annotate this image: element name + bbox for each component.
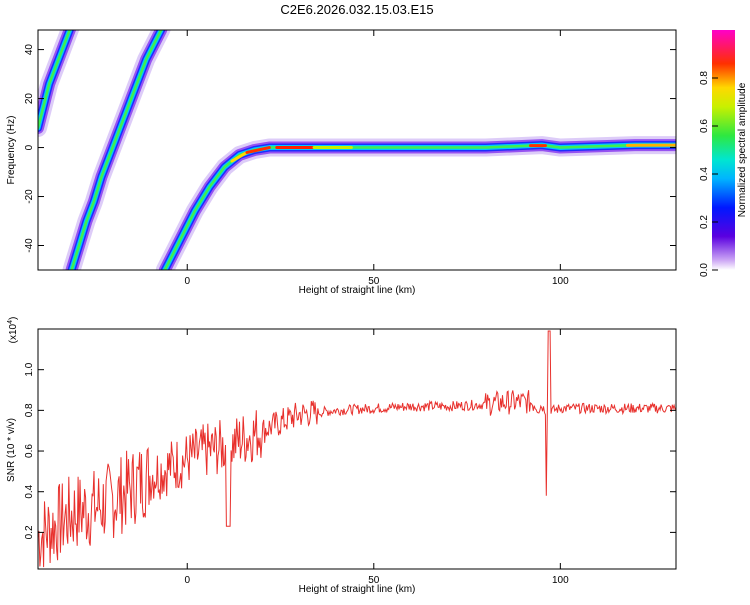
- snr-ytick-label: 0.2: [24, 525, 35, 539]
- snr-xtick-label: 100: [552, 575, 569, 586]
- spectrogram-ytick-label: -20: [24, 189, 35, 204]
- ridge-2-band-0: [165, 145, 676, 270]
- colorbar-tick-label: 0.0: [699, 263, 710, 277]
- colorbar-tick-label: 0.4: [699, 167, 710, 181]
- colorbar-tick-label: 0.2: [699, 215, 710, 229]
- spectrogram-ridges: [38, 20, 676, 270]
- snr-ytick-label: 1.0: [24, 362, 35, 376]
- colorbar: [712, 30, 735, 270]
- snr-multiplier-base: (x10: [8, 323, 19, 343]
- spectrogram-xtick-label: 0: [184, 276, 190, 287]
- snr-series: [38, 331, 676, 567]
- snr-xtick-label: 0: [184, 575, 190, 586]
- snr-ytick-label: 0.4: [24, 484, 35, 498]
- figure-title: C2E6.2026.032.15.03.E15: [280, 2, 433, 17]
- spectrogram-ylabel: Frequency (Hz): [6, 116, 17, 185]
- snr-ylabel: SNR (10 * v/v): [6, 418, 17, 482]
- snr-multiplier-close: ): [8, 317, 19, 320]
- colorbar-tick-label: 0.6: [699, 119, 710, 133]
- snr-ytick-label: 0.8: [24, 403, 35, 417]
- spectrogram-ytick-label: 20: [24, 93, 35, 105]
- spectrogram-xtick-label: 100: [552, 276, 569, 287]
- snr-multiplier: (x104): [7, 317, 19, 344]
- snr-line: [38, 331, 676, 567]
- colorbar-tick-label: 0.8: [699, 71, 710, 85]
- snr-xlabel: Height of straight line (km): [299, 584, 416, 595]
- spectrogram-ytick-label: 40: [24, 44, 35, 56]
- snr-ytick-label: 0.6: [24, 444, 35, 458]
- snr-plot-frame: [38, 329, 676, 569]
- spectrogram-ytick-label: 0: [24, 144, 35, 150]
- spectrogram-ytick-label: -40: [24, 238, 35, 253]
- colorbar-label: Normalized spectral amplitude: [737, 82, 748, 217]
- spectrogram-xlabel: Height of straight line (km): [299, 285, 416, 296]
